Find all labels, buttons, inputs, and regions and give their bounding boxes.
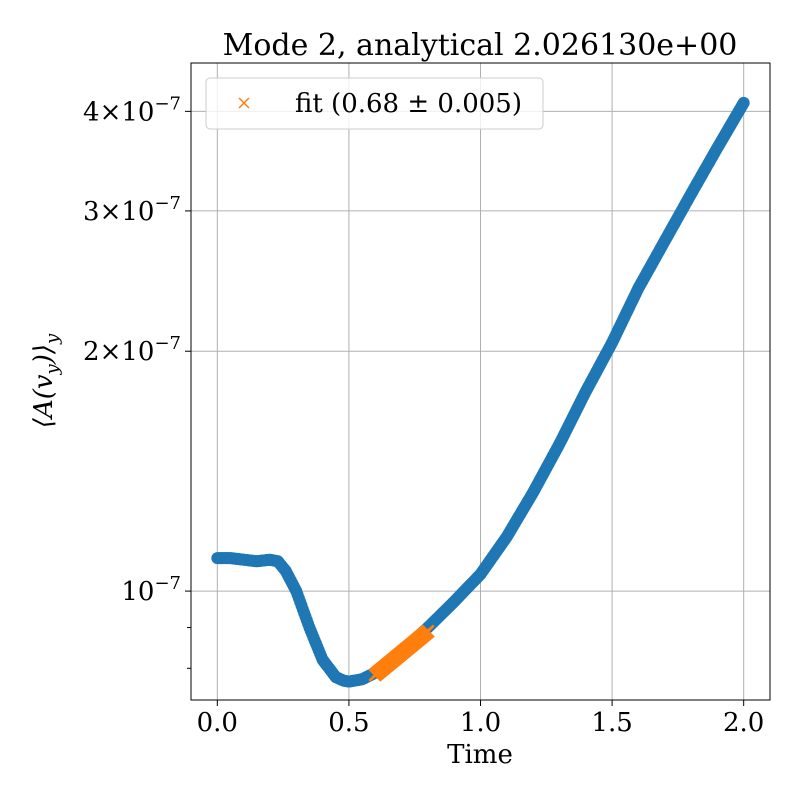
fit-series	[368, 624, 435, 682]
legend-fit-label: fit (0.68 ± 0.005)	[295, 89, 522, 119]
x-axis-ticks: 0.0 0.5 1.0 1.5 2.0	[197, 700, 764, 738]
legend-box	[205, 77, 544, 130]
x-tick-label: 0.5	[328, 708, 369, 738]
y-tick-label: 4×10−7	[83, 93, 181, 127]
grid	[191, 63, 770, 700]
legend: fit (0.68 ± 0.005)	[205, 77, 544, 130]
y-tick-label: 2×10−7	[83, 333, 181, 367]
x-tick-label: 2.0	[723, 708, 764, 738]
y-axis-label: ⟨A(vy)⟩y	[29, 333, 63, 428]
chart-title: Mode 2, analytical 2.026130e+00	[223, 28, 738, 63]
y-axis-ticks: 10−7 2×10−7 3×10−7 4×10−7	[83, 93, 191, 669]
fit-point	[420, 624, 435, 639]
x-tick-label: 1.0	[460, 708, 501, 738]
x-tick-label: 1.5	[591, 708, 632, 738]
data-point	[737, 96, 750, 109]
legend-fit-marker	[238, 97, 250, 109]
x-tick-label: 0.0	[197, 708, 238, 738]
x-axis-label: Time	[447, 740, 513, 770]
y-tick-label: 3×10−7	[83, 193, 181, 227]
y-tick-label: 10−7	[121, 573, 181, 607]
